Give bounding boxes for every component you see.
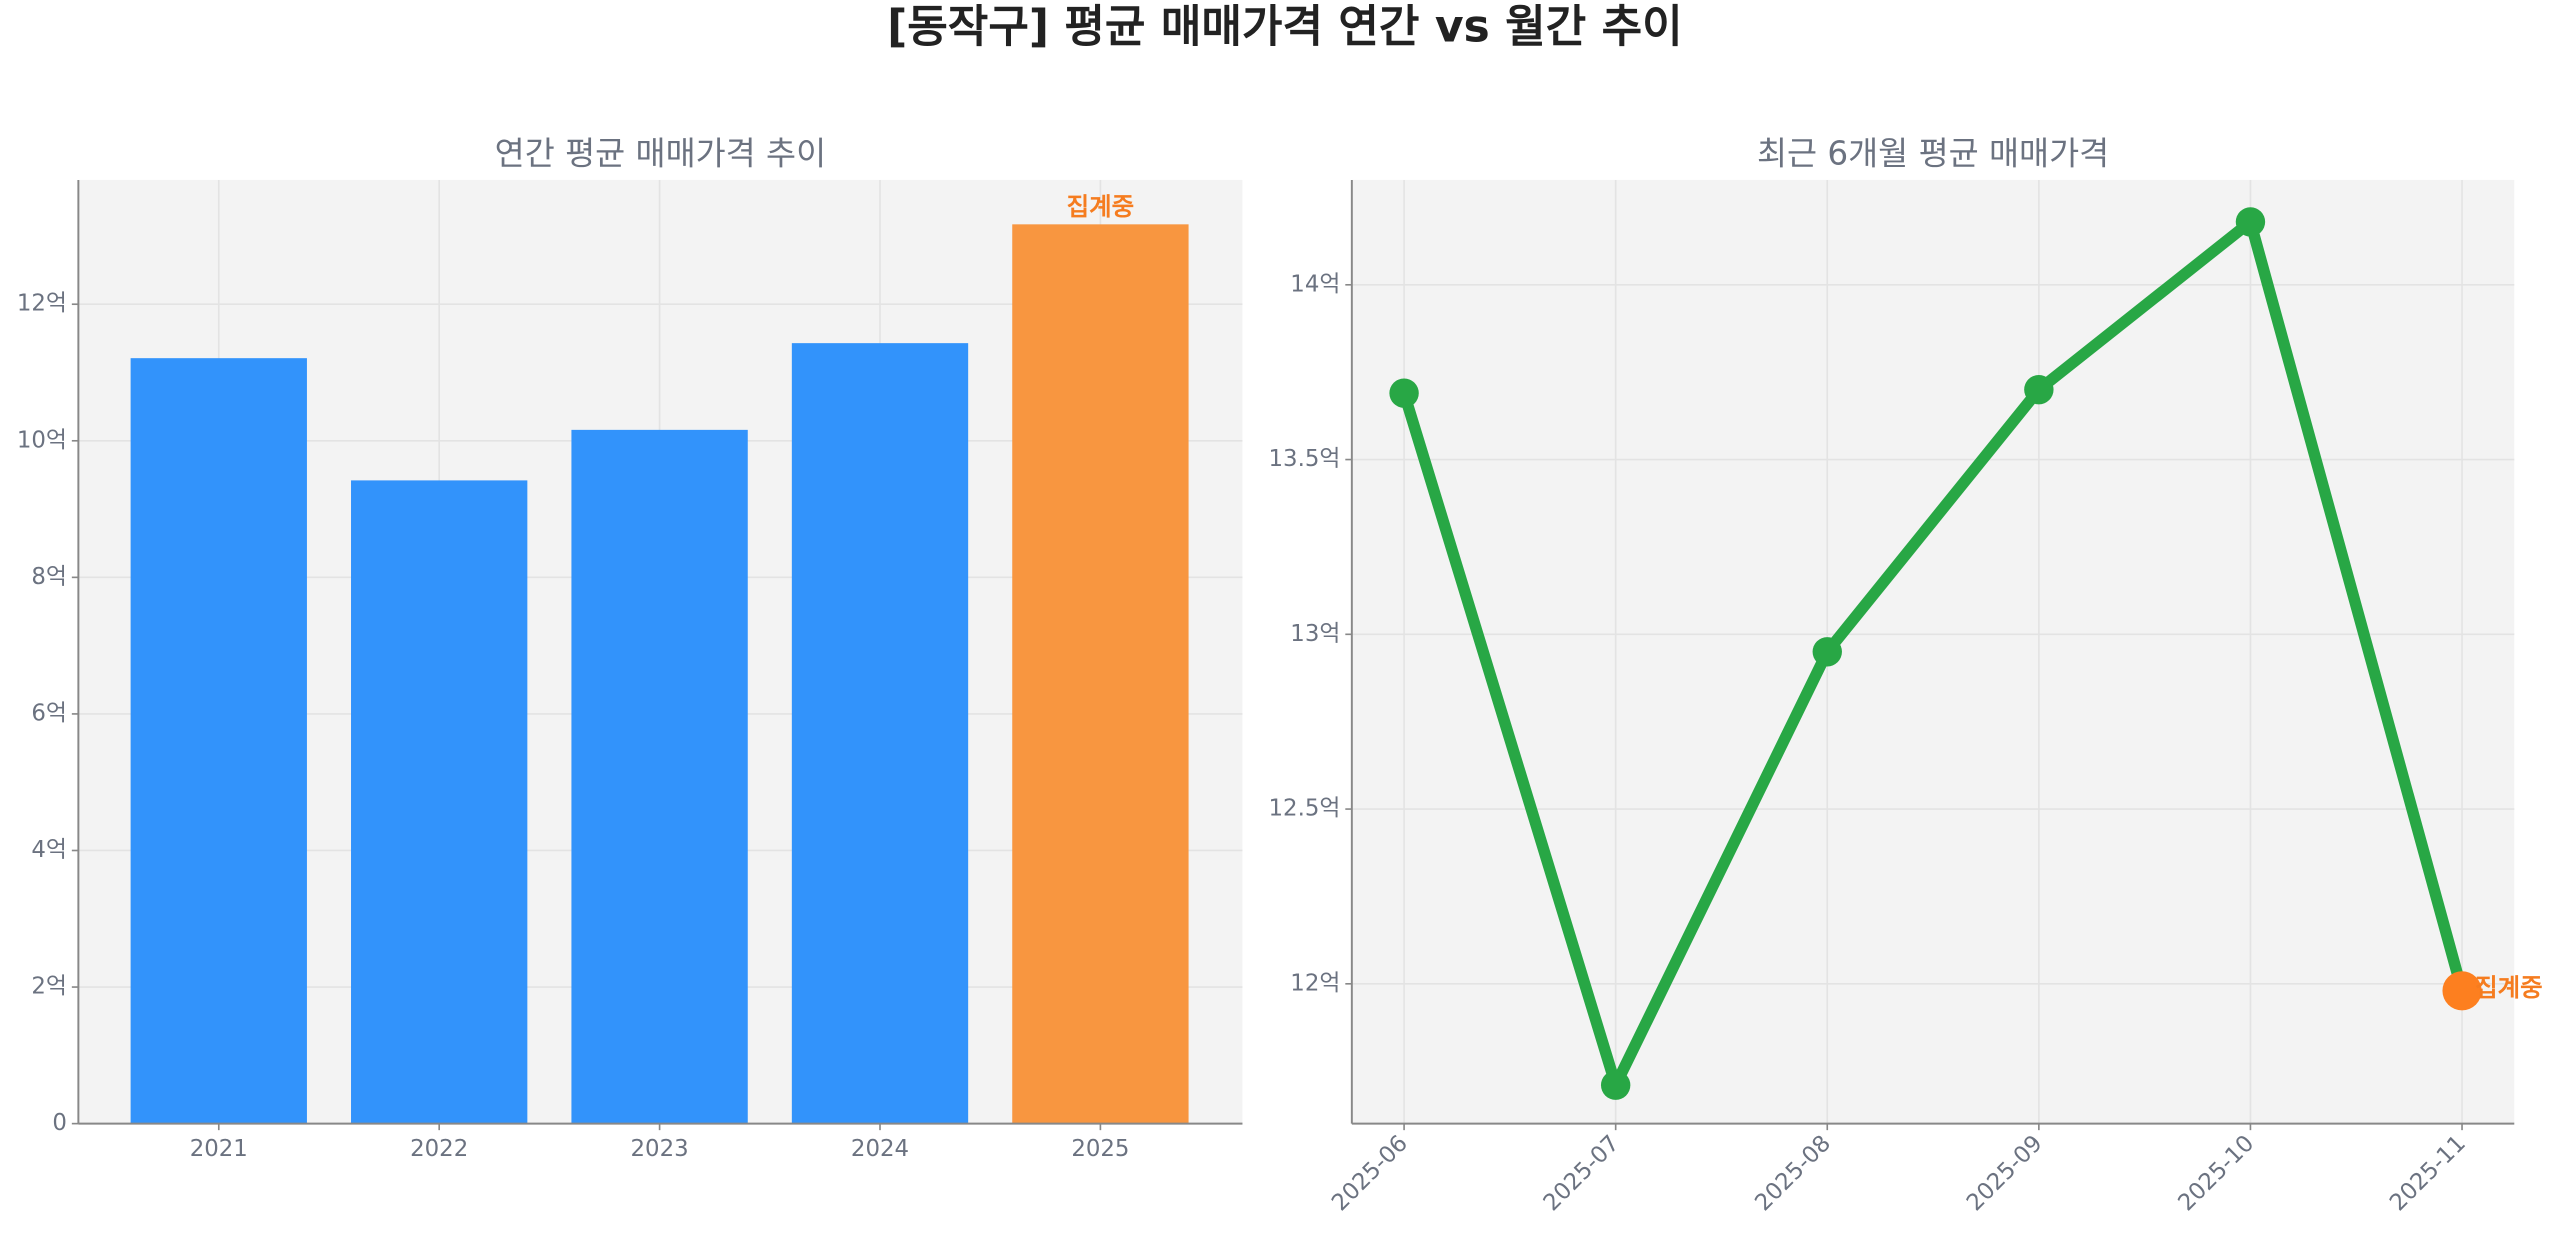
subplot-title: 최근 6개월 평균 매매가격 [1757, 134, 2109, 172]
x-tick-label: 2025-07 [1539, 1130, 1625, 1216]
y-tick-label: 10억 [17, 427, 67, 453]
marker [2024, 374, 2054, 405]
y-tick-label: 12.5억 [1269, 796, 1341, 822]
bar [1012, 224, 1189, 1124]
x-tick-label: 2025 [1071, 1136, 1129, 1162]
x-tick-label: 2025-10 [2173, 1130, 2259, 1216]
y-tick-label: 14억 [1290, 271, 1340, 297]
x-tick-label: 2024 [851, 1136, 909, 1162]
bar [351, 480, 528, 1124]
x-tick-label: 2025-08 [1750, 1130, 1836, 1216]
y-tick-label: 8억 [31, 564, 67, 590]
subplot-title: 연간 평균 매매가격 추이 [495, 134, 826, 172]
y-tick-label: 12억 [1290, 970, 1340, 996]
x-tick-label: 2025-09 [1962, 1130, 2048, 1216]
figure-title: [동작구] 평균 매매가격 연간 vs 월간 추이 [887, 2, 1683, 53]
x-tick-label: 2023 [631, 1136, 689, 1162]
y-tick-label: 13.5억 [1269, 446, 1341, 472]
marker [1812, 637, 1842, 667]
marker [2442, 971, 2482, 1011]
line [1398, 216, 2468, 1091]
y-tick-label: 6억 [31, 700, 67, 726]
bar [571, 429, 748, 1124]
x-tick-label: 2025-11 [2385, 1130, 2471, 1216]
bar [130, 358, 307, 1124]
annotation: 집계중 [1067, 192, 1135, 221]
x-tick-label: 2021 [190, 1136, 248, 1162]
marker [2235, 207, 2266, 237]
bar [791, 343, 969, 1124]
marker [1389, 378, 1419, 408]
y-tick-label: 13억 [1290, 621, 1340, 647]
marker [1600, 1070, 1631, 1100]
y-tick-label: 12억 [17, 291, 67, 317]
y-tick-label: 4억 [31, 837, 67, 863]
plot-area [1351, 179, 2515, 1124]
y-tick-label: 0 [52, 1110, 67, 1136]
x-tick-label: 2022 [410, 1136, 468, 1162]
x-tick-label: 2025-06 [1327, 1130, 1413, 1216]
y-tick-label: 2억 [31, 974, 67, 1000]
annotation: 집계중 [2475, 973, 2543, 1002]
